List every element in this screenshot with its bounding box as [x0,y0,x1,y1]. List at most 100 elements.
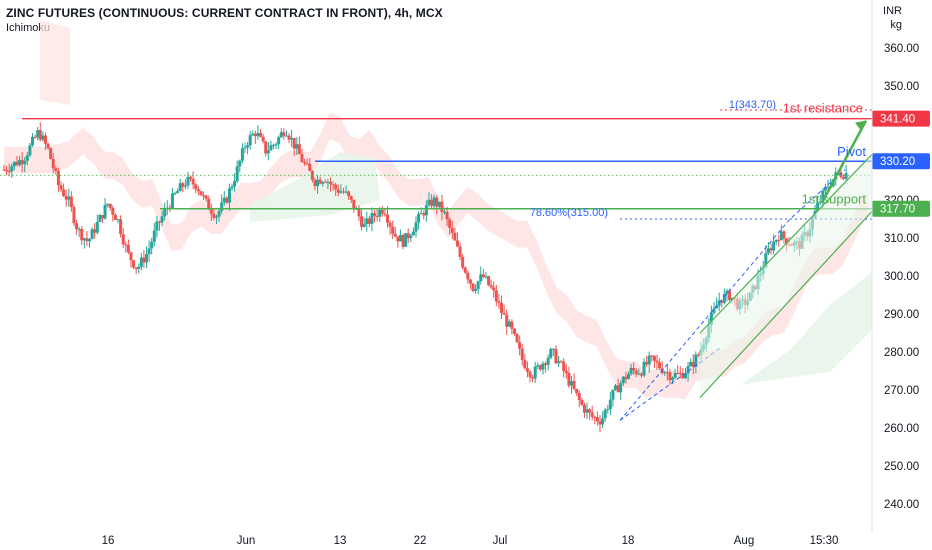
candle [271,143,275,150]
candle-body [676,373,680,375]
candle-body [240,148,244,161]
candle-body [318,179,322,184]
candle [173,191,177,196]
candle-body [331,184,335,186]
candle-body [150,241,154,249]
candle [160,210,164,226]
candle [98,213,102,223]
candle-body [54,168,58,172]
candle-body [277,137,281,145]
candle [650,354,654,362]
candle [531,374,535,383]
candle [588,408,592,420]
candle [678,366,682,379]
candle [95,214,99,235]
candle [427,192,431,208]
candle-body [328,181,332,185]
candle-body [671,377,675,381]
candle-body [259,132,263,137]
candle [590,405,594,421]
candle-body [217,210,221,217]
support-label: 1st support [802,192,867,207]
candle-body [251,133,255,136]
candle-body [323,182,327,184]
fib-786-label: 78.60%(315.00) [530,207,608,219]
candle [463,266,467,274]
candle [608,391,612,416]
candle-body [292,137,296,149]
candle [235,160,239,184]
candle [119,215,123,238]
candle-body [155,221,159,231]
candle-body [261,136,265,142]
candle [88,238,92,248]
candle [77,226,81,238]
candle-body [170,193,174,209]
candle [181,181,185,193]
candle [282,128,286,140]
candle [64,189,68,207]
candle-body [650,355,654,357]
candle [240,143,244,164]
candle-body [777,239,781,241]
candle [652,355,656,368]
candle-body [844,173,848,179]
candle-body [816,202,820,211]
candle-body [119,219,123,235]
candle-body [72,207,76,224]
candle-body [196,189,200,192]
candle [147,240,151,262]
candle-body [608,399,612,410]
candle-body [375,215,379,217]
candle [259,129,263,138]
candle-body [443,211,447,213]
candle-body [297,144,301,155]
candle [297,136,301,155]
candle [129,251,133,268]
candle-body [108,203,112,208]
fib-trend [619,169,846,421]
candle [108,203,112,211]
candle [611,389,615,407]
candle-body [637,373,641,375]
candle-body [520,348,524,360]
candle [619,380,623,401]
candle-body [432,197,436,206]
time-tick-label: 22 [414,535,427,547]
candle-body [80,228,84,241]
candle-body [632,367,636,371]
candle-body [554,348,558,364]
candle [391,220,395,240]
indicator-label[interactable]: Ichimoku [6,22,51,34]
candle-body [728,290,732,300]
candle [378,207,382,222]
candle-body [23,160,27,165]
candle-body [321,182,325,184]
candle-body [341,191,345,193]
candle [204,194,208,203]
candle [823,183,827,196]
candle [510,319,514,335]
candle [689,358,693,367]
candle-body [2,169,6,171]
time-axis: 16 Jun 13 22 Jul 18 Aug 15:30 [102,535,839,547]
candle [300,148,304,163]
candle [637,368,641,376]
candle-body [471,283,475,291]
candle-body [585,409,589,413]
candle-body [712,308,716,313]
candle [598,414,602,433]
candle [292,137,296,156]
candle [634,368,638,378]
candle-body [525,368,529,372]
candle-body [163,209,167,217]
candle-body [36,130,40,138]
candle-body [367,218,371,224]
cloud-bearish [4,112,868,400]
candle [328,177,332,192]
candle-body [253,133,257,137]
candle-body [683,373,687,379]
candle-body [785,238,789,245]
candle [20,152,24,173]
